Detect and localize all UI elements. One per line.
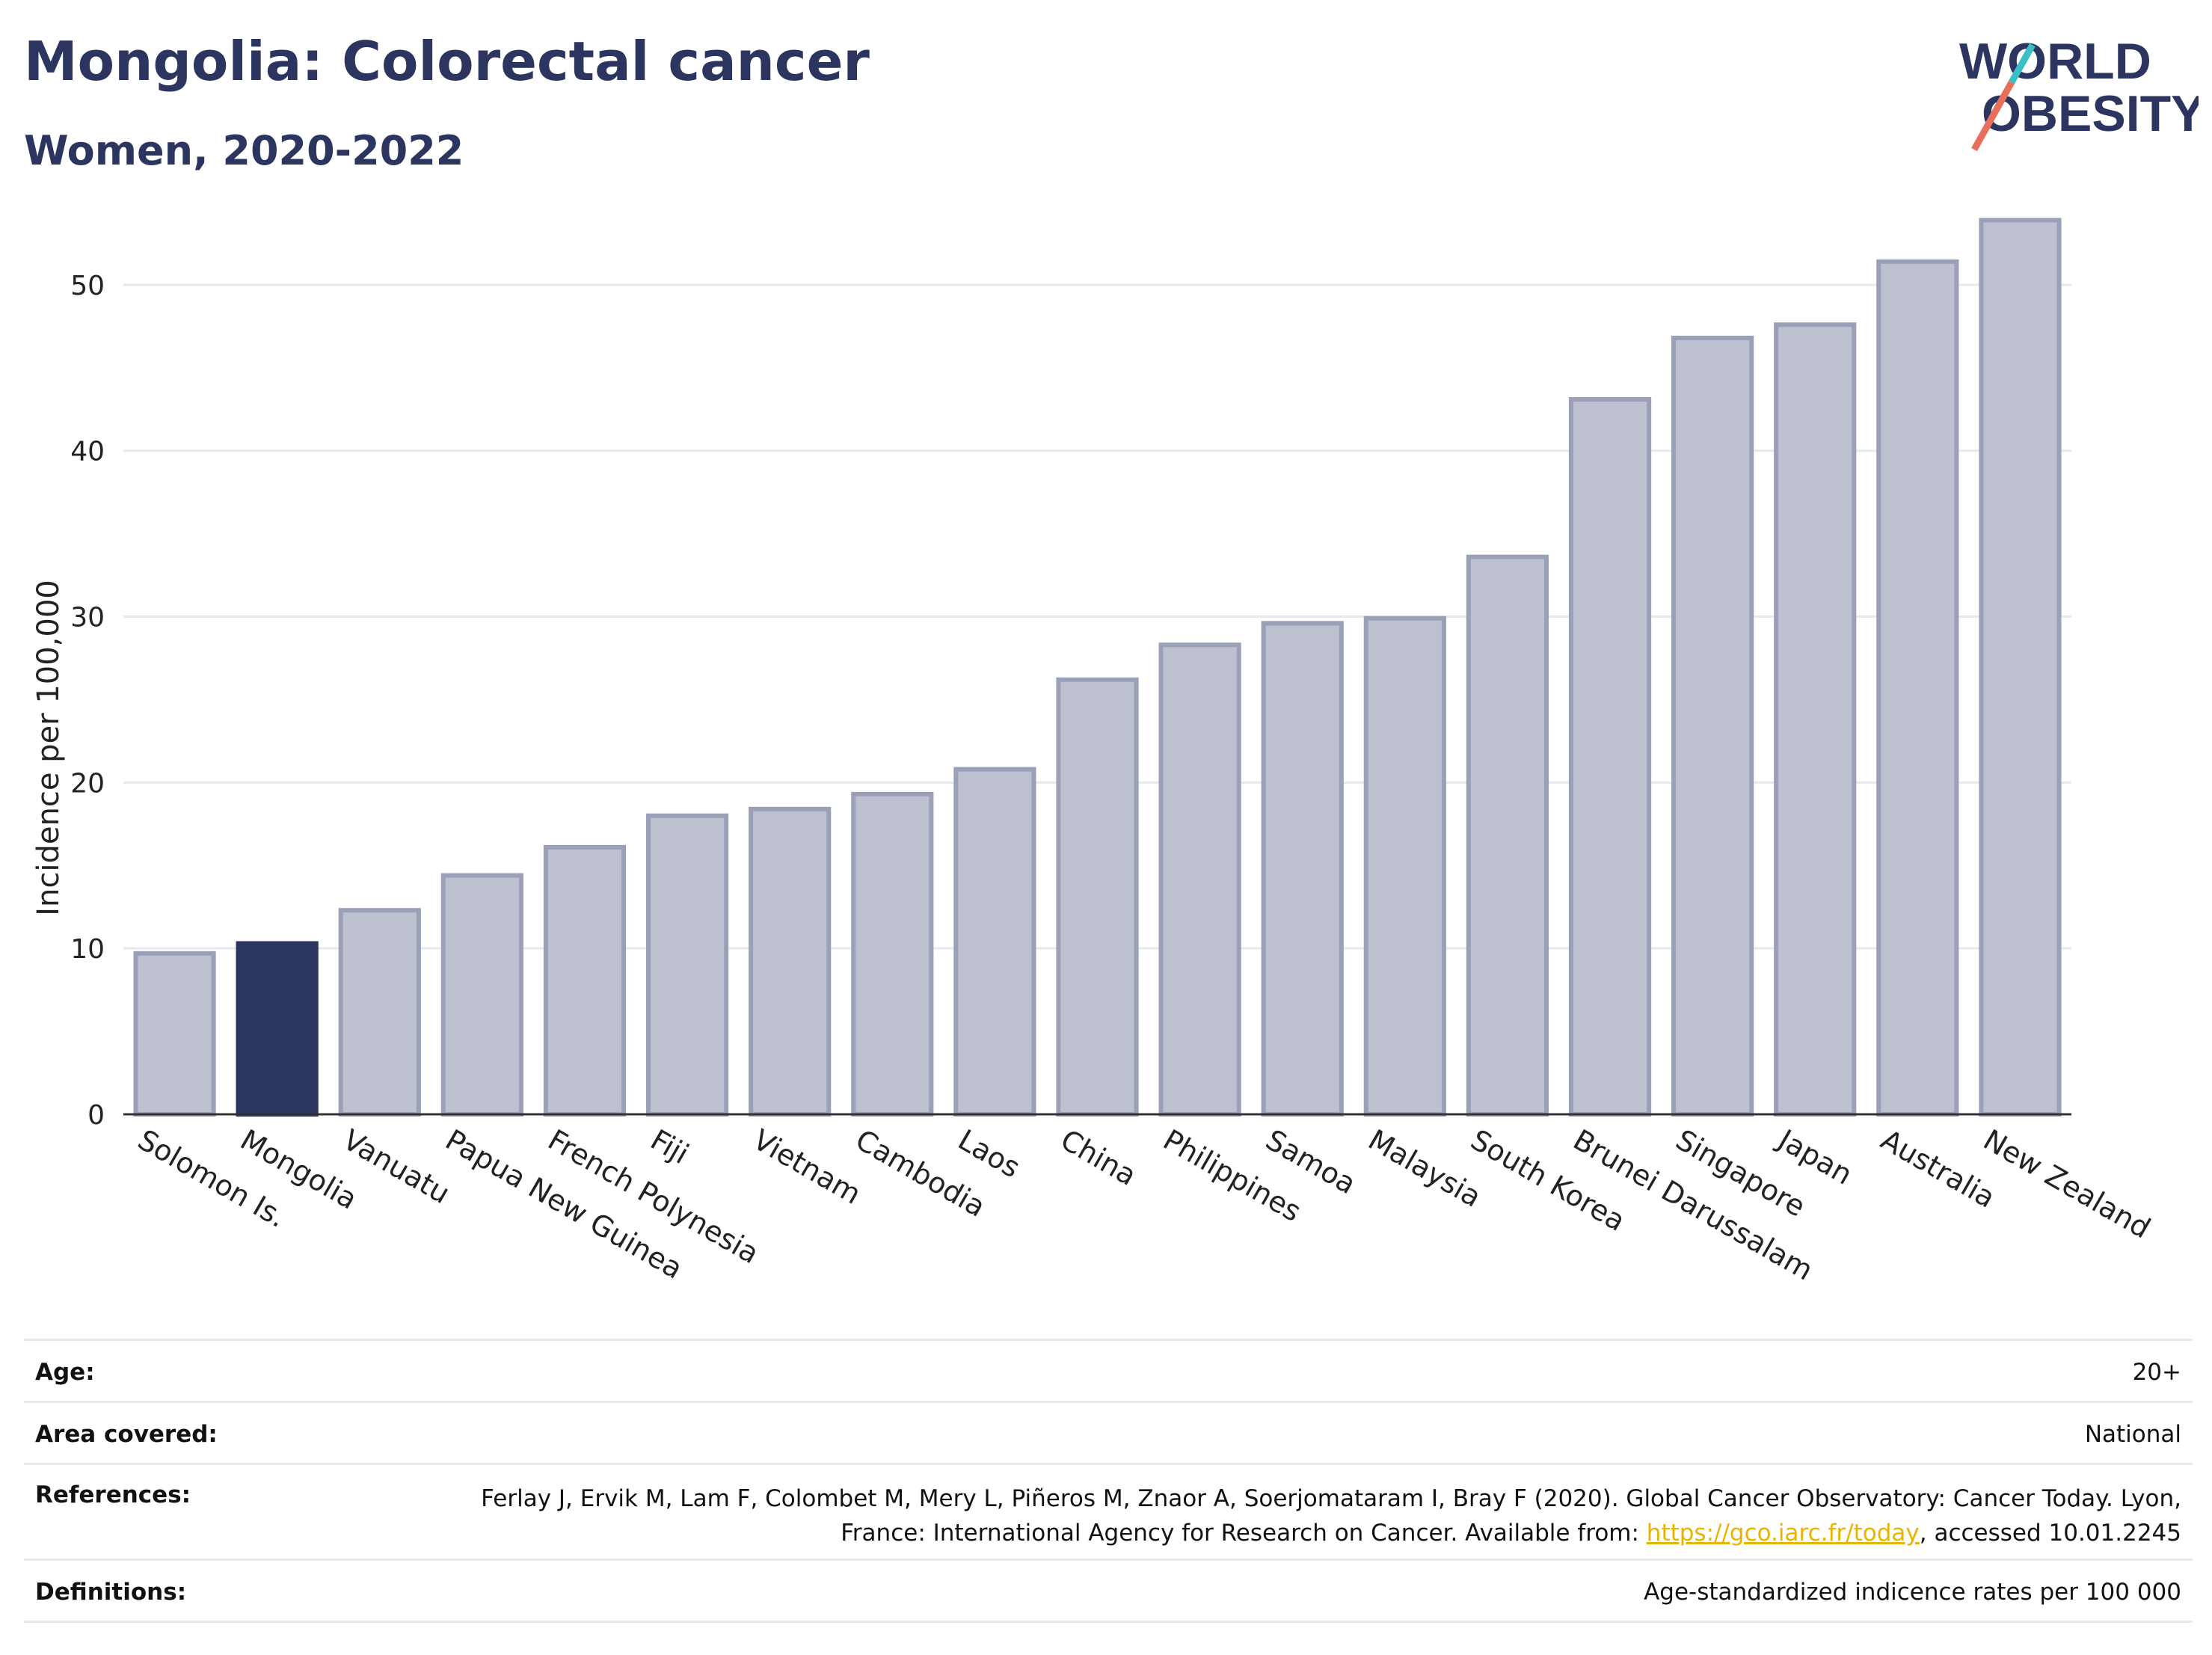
x-tick-label: New Zealand xyxy=(1978,1123,2156,1245)
x-tick-label: Laos xyxy=(953,1123,1026,1185)
y-axis-label: Incidence per 100,000 xyxy=(31,580,66,916)
bar xyxy=(1261,621,1344,1117)
logo-obesity-text: OBESITY xyxy=(1982,85,2199,142)
y-tick-label: 20 xyxy=(70,768,105,799)
definitions-label: Definitions: xyxy=(35,1579,187,1606)
bar xyxy=(1671,335,1754,1117)
bar xyxy=(1979,218,2062,1117)
bar xyxy=(1876,259,1959,1117)
info-row-age: Age: 20+ xyxy=(24,1339,2193,1401)
bars xyxy=(133,218,2062,1117)
x-tick-label: Malaysia xyxy=(1362,1123,1487,1214)
bar-chart: 0 10 20 30 40 50 Solomon Is.MongoliaVanuatuPa… xyxy=(31,218,2156,1287)
y-tick-label: 30 xyxy=(70,603,105,633)
bar xyxy=(1363,615,1446,1117)
y-tick-label: 10 xyxy=(70,934,105,965)
x-tick-label: Vietnam xyxy=(748,1123,867,1211)
bar xyxy=(1774,322,1857,1117)
area-value: National xyxy=(2084,1421,2181,1448)
bar xyxy=(953,767,1036,1117)
logo-slash-coral xyxy=(1971,80,2015,152)
bar xyxy=(1158,642,1241,1117)
x-tick-label: China xyxy=(1055,1123,1142,1192)
chart-title: Mongolia: Colorectal cancer xyxy=(24,30,870,93)
y-tick-label: 50 xyxy=(70,271,105,301)
y-tick-label: 40 xyxy=(70,437,105,467)
info-row-references: References: Ferlay J, Ervik M, Lam F, Co… xyxy=(24,1463,2193,1559)
references-label: References: xyxy=(35,1481,191,1508)
references-text-2: , accessed 10.01.2245 xyxy=(1919,1520,2181,1547)
area-label: Area covered: xyxy=(35,1421,218,1448)
definitions-value: Age-standardized indicence rates per 100… xyxy=(1644,1579,2181,1606)
age-value: 20+ xyxy=(2132,1359,2181,1386)
info-row-definitions: Definitions: Age-standardized indicence … xyxy=(24,1559,2193,1623)
bar xyxy=(338,908,421,1117)
bar xyxy=(133,951,216,1117)
chart-subtitle: Women, 2020-2022 xyxy=(24,127,464,174)
bar xyxy=(1466,554,1549,1117)
references-link[interactable]: https://gco.iarc.fr/today xyxy=(1646,1520,1920,1547)
logo-world-text: WORLD xyxy=(1959,33,2151,90)
references-value: Ferlay J, Ervik M, Lam F, Colombet M, Me… xyxy=(461,1481,2181,1550)
y-tick-labels: 0 10 20 30 40 50 xyxy=(70,271,105,1131)
x-tick-label: Fiji xyxy=(645,1123,695,1170)
age-label: Age: xyxy=(35,1359,95,1386)
references-text-1: Ferlay J, Ervik M, Lam F, Colombet M, Me… xyxy=(481,1485,2181,1547)
bar xyxy=(1056,677,1139,1117)
bar xyxy=(749,806,832,1117)
info-table: Age: 20+ Area covered: National Referenc… xyxy=(24,1339,2193,1623)
bar xyxy=(440,873,523,1117)
y-tick-label: 0 xyxy=(87,1100,105,1131)
bar xyxy=(543,844,627,1117)
x-tick-label: Australia xyxy=(1875,1123,2001,1215)
bar xyxy=(1568,396,1652,1117)
bar xyxy=(645,813,729,1117)
world-obesity-logo: WORLD OBESITY xyxy=(1959,33,2199,152)
info-row-area: Area covered: National xyxy=(24,1401,2193,1463)
logo-slash-teal xyxy=(2009,43,2036,85)
bar xyxy=(851,791,934,1117)
bar-highlighted xyxy=(236,941,319,1117)
